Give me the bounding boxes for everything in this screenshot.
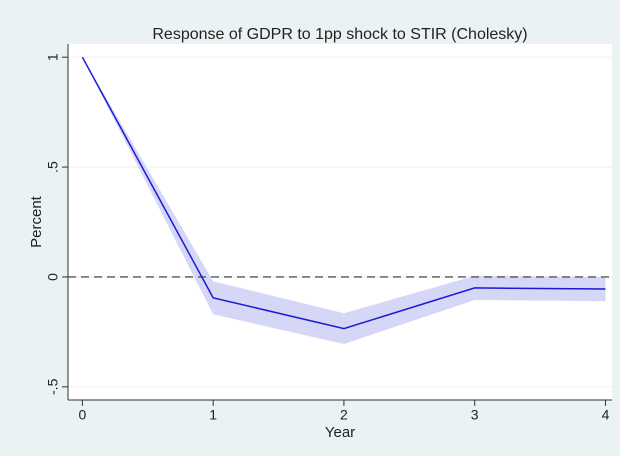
confidence-band (82, 57, 214, 315)
x-tick-label: 4 (602, 407, 610, 423)
y-tick-label: 1 (45, 53, 61, 61)
x-tick-label: 1 (209, 407, 217, 423)
x-tick-label: 0 (78, 407, 86, 423)
plot-area (68, 44, 612, 400)
y-tick-label: .5 (45, 161, 61, 173)
response-line (81, 56, 606, 330)
y-tick-label: -.5 (45, 378, 61, 395)
x-axis-label: Year (325, 424, 355, 441)
y-tick-label: 0 (45, 273, 61, 281)
x-tick-label: 2 (340, 407, 348, 423)
confidence-band (343, 275, 475, 344)
x-tick-label: 3 (471, 407, 479, 423)
chart-title: Response of GDPR to 1pp shock to STIR (C… (152, 26, 527, 43)
y-axis-label: Percent (28, 195, 45, 248)
